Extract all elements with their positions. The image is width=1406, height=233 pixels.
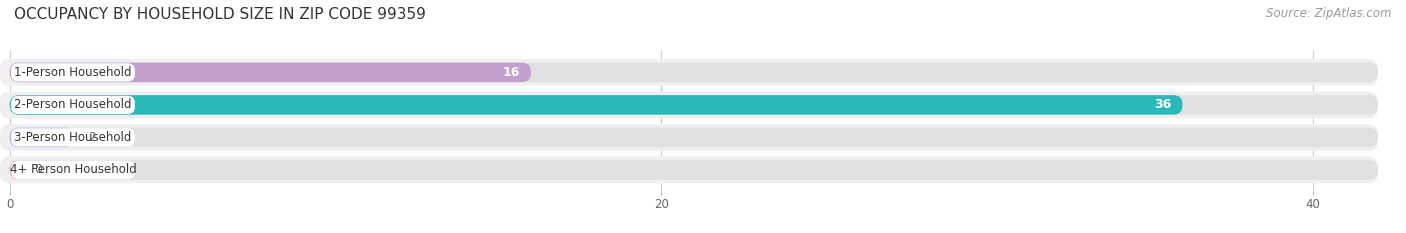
- FancyBboxPatch shape: [11, 161, 135, 179]
- Text: 0: 0: [34, 163, 42, 176]
- Text: 2-Person Household: 2-Person Household: [14, 98, 132, 111]
- Text: 1-Person Household: 1-Person Household: [14, 66, 132, 79]
- Text: 2: 2: [89, 131, 96, 144]
- FancyBboxPatch shape: [10, 160, 1378, 180]
- FancyBboxPatch shape: [10, 128, 75, 147]
- FancyBboxPatch shape: [10, 63, 531, 82]
- Text: 4+ Person Household: 4+ Person Household: [10, 163, 136, 176]
- FancyBboxPatch shape: [0, 124, 1378, 151]
- Text: OCCUPANCY BY HOUSEHOLD SIZE IN ZIP CODE 99359: OCCUPANCY BY HOUSEHOLD SIZE IN ZIP CODE …: [14, 7, 426, 22]
- FancyBboxPatch shape: [10, 128, 1378, 147]
- FancyBboxPatch shape: [11, 63, 135, 82]
- FancyBboxPatch shape: [0, 59, 1378, 86]
- Text: 3-Person Household: 3-Person Household: [14, 131, 132, 144]
- FancyBboxPatch shape: [10, 95, 1182, 115]
- Text: Source: ZipAtlas.com: Source: ZipAtlas.com: [1267, 7, 1392, 20]
- FancyBboxPatch shape: [0, 92, 1378, 118]
- FancyBboxPatch shape: [10, 95, 1378, 115]
- FancyBboxPatch shape: [11, 96, 135, 114]
- FancyBboxPatch shape: [0, 157, 1378, 183]
- FancyBboxPatch shape: [10, 160, 21, 180]
- FancyBboxPatch shape: [11, 128, 135, 147]
- Text: 16: 16: [502, 66, 520, 79]
- FancyBboxPatch shape: [10, 63, 1378, 82]
- Text: 36: 36: [1154, 98, 1171, 111]
